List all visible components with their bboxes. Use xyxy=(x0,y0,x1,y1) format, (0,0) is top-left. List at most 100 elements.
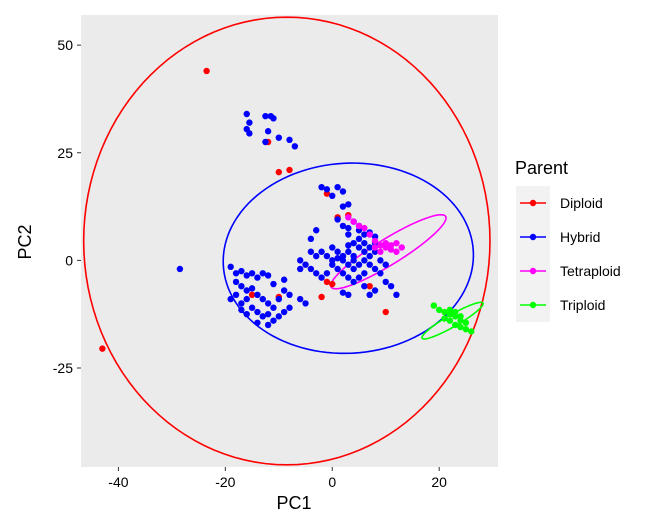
hybrid-point xyxy=(313,270,320,277)
hybrid-point xyxy=(366,244,373,251)
hybrid-point xyxy=(318,183,325,191)
hybrid-point xyxy=(275,134,283,141)
hybrid-point xyxy=(296,265,304,273)
hybrid-point xyxy=(280,287,288,294)
hybrid-point xyxy=(345,231,352,238)
triploid-point xyxy=(430,302,438,309)
hybrid-point xyxy=(313,252,320,260)
hybrid-point xyxy=(345,224,352,232)
tetraploid-point xyxy=(366,231,373,238)
hybrid-point xyxy=(313,227,320,234)
y-tick-label: 50 xyxy=(57,37,73,53)
tetraploid-point xyxy=(393,239,400,247)
legend-title: Parent xyxy=(515,158,568,178)
hybrid-point xyxy=(318,248,325,255)
triploid-confidence-ellipse xyxy=(421,301,484,340)
hybrid-point xyxy=(238,306,245,314)
diploid-point xyxy=(318,293,325,301)
hybrid-point xyxy=(318,274,325,281)
tetraploid-point xyxy=(393,248,400,255)
hybrid-point xyxy=(232,278,240,286)
hybrid-point xyxy=(350,278,357,286)
tetraploid-point xyxy=(371,237,379,245)
hybrid-point xyxy=(339,203,347,210)
tetraploid-point xyxy=(355,222,363,230)
legend-dot-diploid xyxy=(529,199,537,207)
plot-panel xyxy=(81,15,498,467)
legend-dot-hybrid xyxy=(529,233,537,241)
plot-marks xyxy=(82,16,491,466)
hybrid-point xyxy=(243,110,250,118)
panel-background xyxy=(81,15,498,467)
x-tick-label: -20 xyxy=(215,474,235,490)
tetraploid-point xyxy=(387,242,395,249)
hybrid-point xyxy=(339,188,347,195)
hybrid-point xyxy=(259,270,266,277)
tetraploid-confidence-ellipse xyxy=(329,213,447,290)
hybrid-point xyxy=(264,272,272,279)
hybrid-point xyxy=(275,313,283,320)
hybrid-point xyxy=(345,261,352,268)
hybrid-point xyxy=(361,270,368,277)
x-tick-label: 0 xyxy=(328,474,336,490)
hybrid-point xyxy=(366,261,373,268)
tetraploid-point xyxy=(377,248,384,255)
x-tick-label: -40 xyxy=(108,474,128,490)
hybrid-point xyxy=(329,192,336,199)
hybrid-point xyxy=(361,248,368,255)
diploid-point xyxy=(382,308,389,316)
legend: Parent Diploid Hybrid Tetraploid Triploid xyxy=(515,158,621,322)
hybrid-point xyxy=(387,283,395,290)
hybrid-point xyxy=(248,270,256,277)
hybrid-point xyxy=(243,272,250,279)
hybrid-point xyxy=(270,304,277,311)
hybrid-point xyxy=(345,242,352,249)
hybrid-point xyxy=(246,130,253,137)
hybrid-point xyxy=(307,235,315,243)
hybrid-point xyxy=(270,115,277,122)
hybrid-point xyxy=(371,265,379,273)
hybrid-point xyxy=(339,222,347,230)
hybrid-point xyxy=(232,291,240,299)
hybrid-point xyxy=(377,257,384,264)
diploid-point xyxy=(323,278,331,286)
hybrid-point xyxy=(254,308,261,316)
diploid-point xyxy=(203,67,210,75)
tetraploid-point xyxy=(371,244,379,251)
hybrid-point xyxy=(334,248,341,255)
hybrid-point xyxy=(302,261,309,268)
hybrid-point xyxy=(355,261,363,268)
y-tick-label: 25 xyxy=(57,145,73,161)
triploid-point xyxy=(446,317,454,324)
hybrid-point xyxy=(264,310,272,318)
x-axis: -40 -20 0 20 xyxy=(108,467,447,490)
hybrid-point xyxy=(355,235,363,243)
hybrid-point xyxy=(254,274,261,281)
hybrid-point xyxy=(361,257,368,264)
hybrid-point xyxy=(286,136,293,144)
hybrid-point xyxy=(259,295,266,303)
hybrid-point xyxy=(355,244,363,251)
hybrid-point xyxy=(286,304,293,311)
hybrid-point xyxy=(307,265,315,273)
hybrid-point xyxy=(286,291,293,299)
hybrid-point xyxy=(238,283,245,290)
diploid-point xyxy=(275,168,283,176)
hybrid-point xyxy=(254,291,261,299)
hybrid-point xyxy=(296,257,304,264)
triploid-point xyxy=(462,319,470,326)
hybrid-point xyxy=(227,295,234,303)
hybrid-point xyxy=(345,201,352,208)
hybrid-point xyxy=(280,308,288,316)
hybrid-point xyxy=(361,231,368,238)
diploid-point xyxy=(329,280,336,288)
tetraploid-point xyxy=(377,242,384,249)
hybrid-point xyxy=(361,283,368,290)
diploid-confidence-ellipse xyxy=(82,16,491,466)
x-axis-title: PC1 xyxy=(276,493,311,513)
hybrid-point xyxy=(280,276,288,283)
tetraploid-point xyxy=(398,244,405,251)
hybrid-point xyxy=(350,265,357,273)
hybrid-point xyxy=(275,295,283,303)
